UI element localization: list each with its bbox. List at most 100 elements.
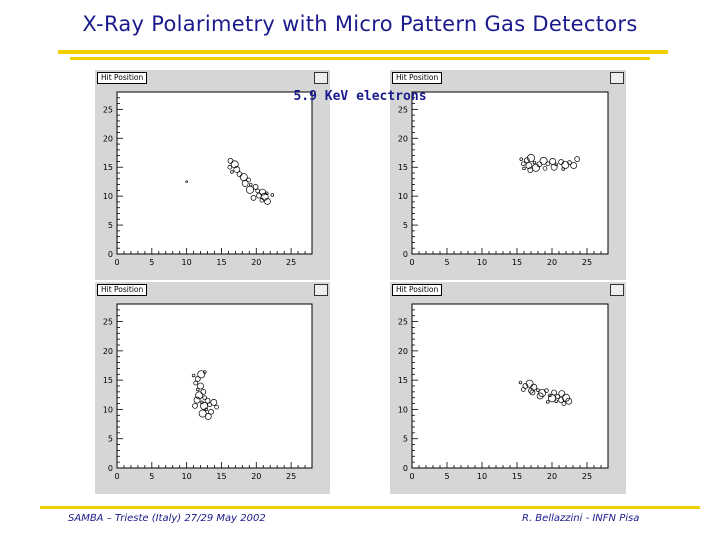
y-tick-label: 20 [398, 134, 408, 143]
data-point [546, 400, 550, 404]
data-point [230, 170, 234, 174]
stats-box-icon [610, 284, 624, 296]
chart-panel-bottom-left: Hit Position 0 5 10 15 20 25 0 5 10 15 20 25 [95, 282, 330, 494]
footer-rule [40, 506, 700, 509]
title-underline [58, 50, 668, 54]
data-point [259, 197, 265, 203]
data-point [521, 387, 526, 392]
x-tick-label: 10 [477, 472, 487, 481]
data-point [192, 403, 198, 409]
stats-box-icon [314, 284, 328, 296]
chart-panel-top-right: Hit Position 0 5 10 15 20 25 0 5 10 15 20 25 [390, 70, 626, 280]
y-tick-label: 5 [108, 435, 113, 444]
data-point [529, 389, 536, 396]
data-point [264, 197, 271, 205]
x-tick-label: 5 [444, 258, 449, 267]
data-point [555, 394, 560, 399]
data-point [233, 166, 241, 173]
plot-area [116, 303, 313, 469]
data-point [196, 387, 200, 392]
data-point [550, 163, 558, 171]
data-point [544, 388, 549, 393]
y-tick-label: 25 [103, 105, 113, 114]
y-tick-label: 10 [398, 192, 408, 201]
data-point [539, 156, 548, 165]
data-point [561, 167, 565, 171]
data-point [570, 162, 578, 169]
x-tick-label: 20 [547, 472, 557, 481]
subtitle: 5.9 KeV electrons [293, 89, 427, 104]
y-tick-label: 15 [398, 163, 408, 172]
y-tick-label: 5 [403, 435, 408, 444]
x-tick-label: 20 [251, 472, 261, 481]
x-tick-label: 25 [582, 258, 592, 267]
x-tick-label: 25 [582, 472, 592, 481]
y-tick-label: 10 [103, 405, 113, 414]
data-point [532, 160, 537, 165]
data-point [554, 399, 558, 403]
data-point [527, 154, 535, 162]
data-point [558, 159, 564, 165]
data-point [522, 383, 529, 389]
x-tick-label: 15 [512, 472, 522, 481]
scatter-plot: 0 5 10 15 20 25 0 5 10 15 20 25 [103, 91, 313, 267]
y-tick-label: 25 [398, 105, 408, 114]
chart-title: Hit Position [392, 72, 443, 84]
x-tick-label: 0 [409, 472, 414, 481]
y-tick-label: 15 [398, 376, 408, 385]
data-point [536, 388, 540, 392]
data-point [574, 156, 581, 162]
data-point [256, 192, 262, 199]
data-point [548, 393, 552, 398]
data-point [558, 397, 564, 403]
data-point [202, 395, 208, 401]
data-point [542, 166, 548, 171]
plot-area [411, 91, 609, 255]
data-point [204, 407, 208, 412]
x-tick-label: 15 [216, 258, 226, 267]
x-tick-label: 15 [216, 472, 226, 481]
y-tick-label: 20 [103, 347, 113, 356]
data-point [197, 370, 206, 379]
chart-title: Hit Position [97, 72, 148, 84]
data-point [548, 394, 556, 403]
x-tick-label: 0 [114, 472, 119, 481]
data-point [195, 391, 204, 400]
data-point [525, 162, 533, 169]
x-tick-label: 0 [114, 258, 119, 267]
scatter-plot: 0 5 10 15 20 25 0 5 10 15 20 25 [398, 303, 609, 481]
y-tick-label: 0 [403, 250, 408, 259]
data-point [565, 397, 573, 405]
x-tick-label: 0 [409, 258, 414, 267]
x-tick-label: 10 [182, 258, 192, 267]
stats-box-icon [314, 72, 328, 84]
data-point [270, 193, 275, 197]
y-tick-label: 25 [398, 318, 408, 327]
data-point [528, 387, 534, 394]
chart-title: Hit Position [392, 284, 443, 296]
data-point [536, 392, 544, 400]
data-point [191, 373, 196, 378]
data-point [230, 160, 239, 169]
x-tick-label: 20 [547, 258, 557, 267]
x-tick-label: 5 [149, 472, 154, 481]
x-tick-label: 15 [512, 258, 522, 267]
data-point [193, 396, 201, 404]
data-point [204, 413, 212, 420]
data-point [185, 180, 188, 183]
y-tick-label: 10 [398, 405, 408, 414]
data-point [545, 161, 551, 167]
data-point [531, 163, 540, 172]
data-point [567, 160, 572, 165]
chart-panel-bottom-right: Hit Position 0 5 10 15 20 25 0 5 10 15 20 25 [390, 282, 626, 494]
x-tick-label: 25 [286, 472, 296, 481]
x-tick-label: 5 [444, 472, 449, 481]
stats-box-icon [610, 72, 624, 84]
y-tick-label: 0 [108, 464, 113, 473]
data-point [208, 408, 214, 415]
data-point [236, 171, 243, 178]
data-point [521, 161, 526, 167]
data-point [246, 177, 251, 183]
y-tick-label: 15 [103, 376, 113, 385]
y-tick-label: 5 [108, 221, 113, 230]
